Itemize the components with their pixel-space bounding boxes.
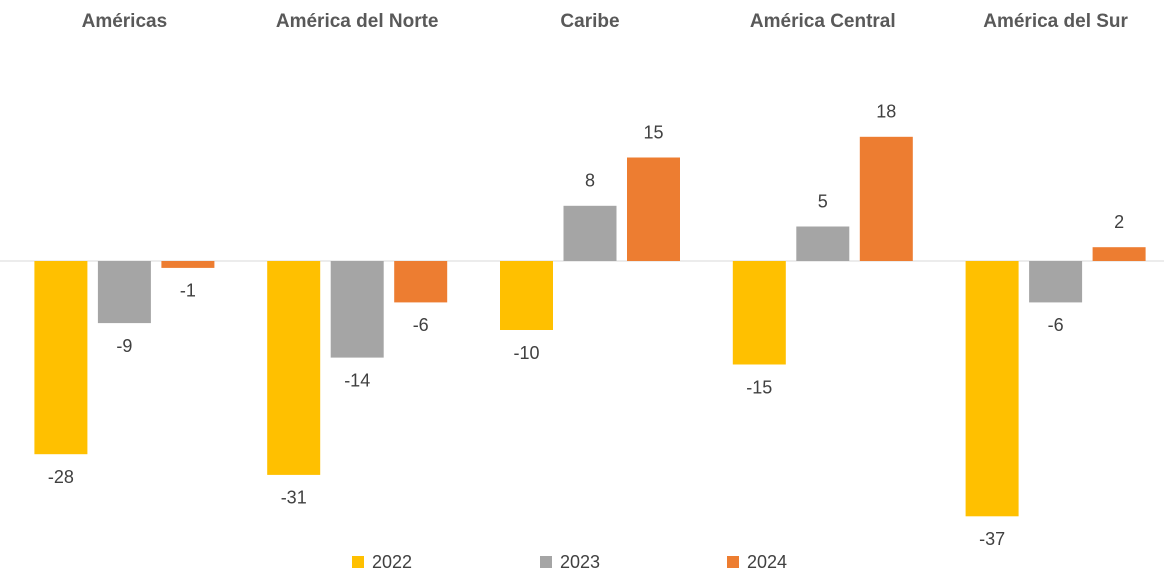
data-label: 8 <box>585 171 595 191</box>
bar <box>1092 247 1146 261</box>
legend-label: 2022 <box>372 552 412 571</box>
legend-swatch <box>540 556 552 568</box>
bar <box>500 261 553 330</box>
bar <box>859 136 913 261</box>
bar <box>732 261 786 365</box>
data-label: -1 <box>180 281 196 301</box>
bar <box>796 226 850 261</box>
data-label: -31 <box>281 488 307 508</box>
legend-swatch <box>727 556 739 568</box>
bar <box>161 261 215 268</box>
data-label: 15 <box>643 122 663 142</box>
category-label: Américas <box>82 11 168 32</box>
data-label: -14 <box>344 370 370 390</box>
bar <box>627 157 680 261</box>
data-label: 2 <box>1114 212 1124 232</box>
bar <box>330 261 384 358</box>
legend-label: 2024 <box>747 552 787 571</box>
data-label: 5 <box>818 191 828 211</box>
category-label: América Central <box>750 11 896 32</box>
data-label: -9 <box>116 336 132 356</box>
bar <box>563 205 617 261</box>
data-label: -10 <box>513 343 539 363</box>
bar <box>394 261 448 303</box>
data-label: -37 <box>979 529 1005 549</box>
data-label: -15 <box>746 377 772 397</box>
bar <box>34 261 88 455</box>
data-label: -28 <box>48 467 74 487</box>
category-label: Caribe <box>560 11 619 32</box>
bar <box>1029 261 1083 303</box>
legend-swatch <box>352 556 364 568</box>
bar <box>965 261 1019 517</box>
data-label: -6 <box>1048 315 1064 335</box>
category-label: América del Sur <box>983 11 1128 32</box>
bar <box>97 261 151 324</box>
bar <box>267 261 321 475</box>
data-label: 18 <box>876 102 896 122</box>
category-label: América del Norte <box>276 11 439 32</box>
legend-label: 2023 <box>560 552 600 571</box>
data-label: -6 <box>413 315 429 335</box>
